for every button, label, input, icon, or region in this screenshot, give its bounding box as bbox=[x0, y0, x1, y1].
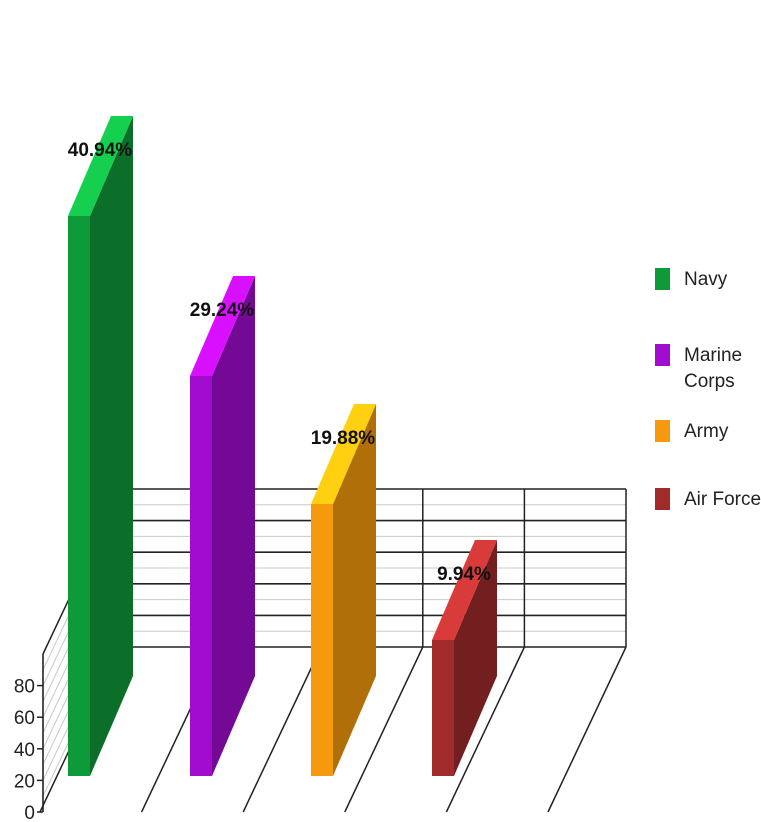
legend-label: Marine Corps bbox=[684, 345, 742, 392]
legend: Navy Marine Corps Army Air Force bbox=[655, 268, 761, 510]
bar-top bbox=[432, 540, 497, 640]
y-tick-label: 80 bbox=[14, 677, 35, 698]
legend-swatch bbox=[655, 344, 670, 366]
bar-front bbox=[432, 640, 454, 776]
legend-item: Air Force bbox=[655, 488, 761, 510]
bar bbox=[190, 276, 255, 776]
bar-front bbox=[190, 376, 212, 776]
data-label: 19.88% bbox=[311, 428, 376, 449]
floor-line bbox=[242, 646, 322, 813]
y-tick-label: 40 bbox=[14, 740, 35, 761]
bar bbox=[311, 404, 376, 776]
y-tick-label: 0 bbox=[24, 803, 35, 822]
legend-label: Army bbox=[684, 421, 729, 442]
bar-side bbox=[454, 540, 497, 776]
legend-label: Navy bbox=[684, 269, 728, 290]
bar-side bbox=[333, 404, 376, 776]
legend-item: Navy bbox=[655, 268, 728, 290]
bar-side bbox=[90, 116, 133, 776]
bar-side bbox=[212, 276, 255, 776]
floor-line bbox=[445, 646, 526, 813]
bar bbox=[68, 116, 133, 776]
legend-swatch bbox=[655, 420, 670, 442]
data-label: 29.24% bbox=[190, 300, 255, 321]
floor-line bbox=[344, 646, 424, 813]
legend-swatch bbox=[655, 488, 670, 510]
y-tick-label: 20 bbox=[14, 771, 35, 792]
bar-front bbox=[311, 504, 333, 776]
data-label: 40.94% bbox=[68, 140, 133, 161]
data-labels: 40.94% 29.24% 19.88% 9.94% bbox=[68, 140, 491, 585]
legend-item: Army bbox=[655, 420, 729, 442]
bar-front bbox=[68, 216, 90, 776]
legend-swatch bbox=[655, 268, 670, 290]
legend-label: Air Force bbox=[684, 489, 761, 510]
bar-top bbox=[311, 404, 376, 504]
data-label: 9.94% bbox=[437, 564, 491, 585]
y-tick-label: 60 bbox=[14, 708, 35, 729]
bars bbox=[68, 116, 497, 776]
legend-item: Marine Corps bbox=[655, 344, 742, 392]
floor-line bbox=[547, 646, 627, 813]
bar-top bbox=[190, 276, 255, 376]
bar-top bbox=[68, 116, 133, 216]
bar bbox=[432, 540, 497, 776]
y-axis: 0 20 40 60 80 bbox=[14, 654, 44, 822]
